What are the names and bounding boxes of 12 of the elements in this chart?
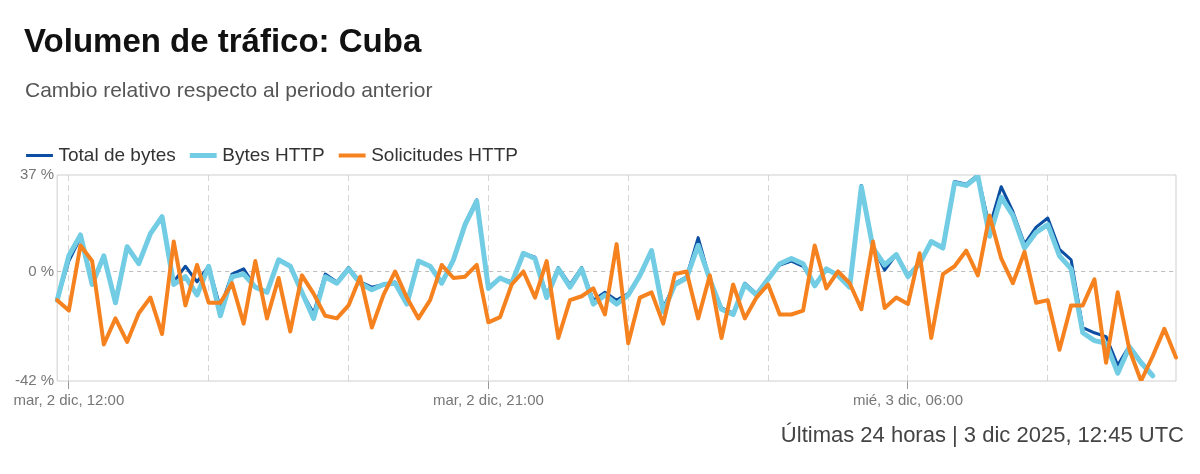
y-tick-label: 37 % xyxy=(19,165,55,183)
y-tick-label: 0 % xyxy=(28,261,55,279)
x-tick-label: mar, 2 dic, 12:00 xyxy=(13,391,125,409)
y-tick-label: -42 % xyxy=(15,371,55,389)
legend-label: Solicitudes HTTP xyxy=(371,143,518,165)
x-tick-label: mié, 3 dic, 06:00 xyxy=(852,391,963,409)
chart-title: Volumen de tráfico: Cuba xyxy=(24,22,422,60)
legend-label: Total de bytes xyxy=(58,143,176,165)
text: Últimas 24 horas | 3 dic 2025, 12:45 UTC xyxy=(780,422,1184,448)
x-tick-label: mar, 2 dic, 21:00 xyxy=(432,391,544,409)
chart-subtitle: Cambio relativo respecto al periodo anterior xyxy=(25,78,433,102)
legend-label: Bytes HTTP xyxy=(222,143,325,165)
